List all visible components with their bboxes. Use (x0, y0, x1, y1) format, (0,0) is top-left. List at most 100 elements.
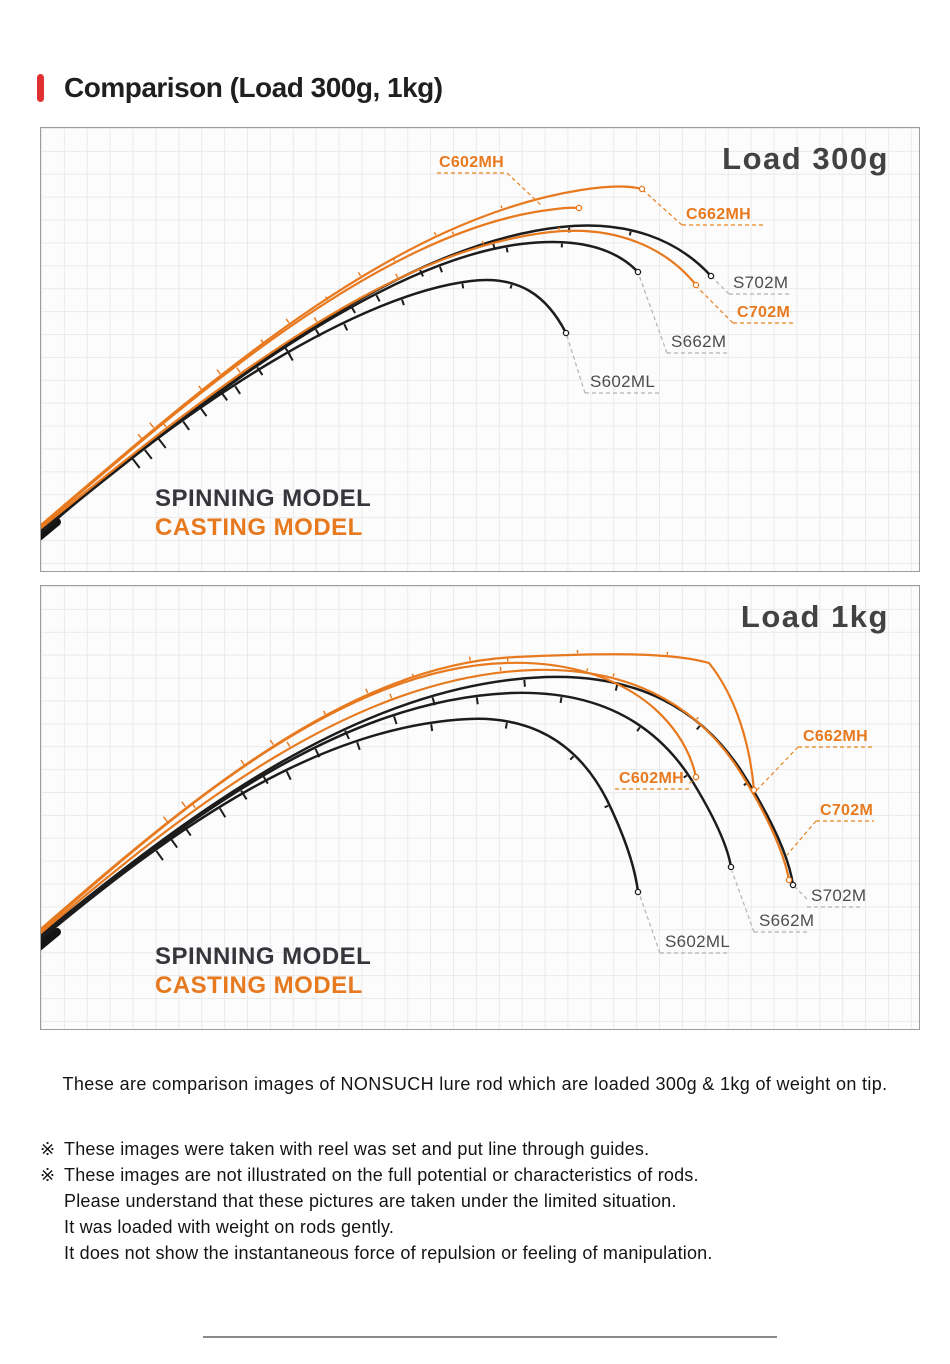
rod-label-S602ML: S602ML (665, 932, 730, 951)
guide-tick (236, 367, 241, 373)
rod-curve-C702M (41, 229, 697, 530)
rod-tip (789, 881, 797, 889)
page-title: Comparison (Load 300g, 1kg) (64, 72, 443, 103)
label-leader (697, 287, 734, 324)
guide-tick (439, 266, 443, 273)
rod-tip (707, 272, 715, 280)
guide-tick (401, 299, 405, 306)
panel-load-300g: S602ML S662M S702M C702M C602MH C662MH Load 3… (40, 127, 920, 572)
rod-label-C662MH: C662MH (803, 728, 868, 745)
legend: SPINNING MODEL CASTING MODEL (155, 942, 371, 1000)
note-marker: ※ (40, 1165, 56, 1185)
guide-tick (375, 294, 381, 302)
rod-curve-C602MH (41, 206, 580, 529)
guide-tick (144, 449, 153, 460)
note-text: These images were taken with reel was se… (64, 1139, 650, 1159)
note-line: It does not show the instantaneous force… (40, 1240, 920, 1266)
guide-tick (696, 725, 701, 731)
guide-tick (586, 668, 589, 672)
rod-label-C602MH: C602MH (439, 154, 504, 171)
guide-tick (468, 656, 471, 661)
guide-tick (505, 247, 509, 253)
guide-tick (149, 422, 155, 428)
guide-tick (395, 273, 399, 278)
guide-tick (389, 693, 393, 699)
rod-label-C702M: C702M (737, 304, 790, 321)
note-text: Please understand that these pictures ar… (64, 1191, 677, 1211)
label-leader (639, 895, 661, 954)
guide-tick (696, 716, 699, 720)
rod-tip (562, 329, 570, 337)
rod-tip (785, 876, 793, 884)
guide-tick (137, 433, 143, 440)
guide-tick (240, 759, 245, 766)
page-header: Comparison (Load 300g, 1kg) (37, 72, 443, 104)
rod-label-S602ML: S602ML (590, 372, 655, 391)
note-line: Please understand that these pictures ar… (40, 1188, 920, 1214)
guide-tick (234, 385, 241, 395)
guide-tick (504, 722, 508, 729)
guide-tick (220, 391, 228, 401)
guide-tick (261, 774, 269, 785)
guide-tick (284, 346, 291, 356)
rod-label-C602MH: C602MH (619, 770, 684, 787)
guide-tick (155, 850, 164, 861)
guide-tick (509, 284, 513, 289)
guide-tick (569, 755, 575, 761)
guide-tick (357, 272, 362, 277)
panel-load-1kg: S602ML S662M S702M C702M C602MH C662MH Load 1… (40, 585, 920, 1030)
guide-tick (169, 837, 178, 849)
guide-tick (314, 748, 321, 758)
rod-tip (692, 281, 700, 289)
rod-curve-C702M (41, 668, 791, 935)
legend: SPINNING MODEL CASTING MODEL (155, 484, 371, 542)
description-text: These are comparison images of NONSUCH l… (62, 1074, 888, 1094)
guide-tick (350, 305, 356, 314)
guide-tick (461, 283, 465, 289)
rod-tip (692, 773, 700, 781)
guide-tick (181, 801, 186, 808)
guide-tick (683, 774, 688, 779)
label-leader (754, 746, 799, 793)
guide-tick (285, 771, 292, 781)
guide-tick (343, 323, 349, 331)
rod-label-S662M: S662M (671, 332, 726, 351)
guide-tick (240, 790, 248, 800)
rod-curve-S702M (41, 224, 712, 531)
guide-tick (431, 697, 436, 706)
guide-tick (500, 205, 503, 209)
guide-tick (451, 231, 454, 235)
rod-tip (634, 888, 642, 896)
guide-tick (158, 438, 167, 449)
legend-casting-model: CASTING MODEL (155, 514, 363, 541)
guide-tick (523, 679, 526, 687)
rod-label-C702M: C702M (820, 802, 873, 819)
guide-tick (313, 317, 318, 322)
rod-curve-S602ML (41, 717, 640, 941)
guide-tick (481, 240, 485, 245)
guide-tick (322, 710, 327, 716)
guide-tick (393, 716, 398, 725)
guide-tick (286, 741, 291, 747)
red-accent-bar (37, 74, 44, 102)
legend-spinning-model: SPINNING MODEL (155, 943, 372, 970)
footer-divider (203, 1336, 777, 1338)
rod-label-C662MH: C662MH (686, 206, 751, 223)
guide-tick (559, 697, 563, 704)
note-line: ※ These images were taken with reel was s… (40, 1136, 920, 1162)
label-leader (786, 820, 817, 856)
guide-tick (612, 673, 615, 677)
guide-tick (183, 825, 192, 837)
rod-tip (634, 268, 642, 276)
rod-label-S662M: S662M (759, 911, 814, 930)
note-line: ※ These images are not illustrated on the… (40, 1162, 920, 1188)
guide-tick (269, 739, 274, 745)
note-text: It does not show the instantaneous force… (64, 1243, 713, 1263)
rod-tip (575, 204, 583, 212)
guide-tick (614, 684, 619, 691)
rod-curves-svg-300g: S602ML S662M S702M C702M C602MH C662MH (41, 154, 794, 541)
panel-heading-1kg: Load 1kg (740, 599, 889, 634)
note-line: It was loaded with weight on rods gently… (40, 1214, 920, 1240)
rod-curve-C662MH (41, 653, 756, 931)
